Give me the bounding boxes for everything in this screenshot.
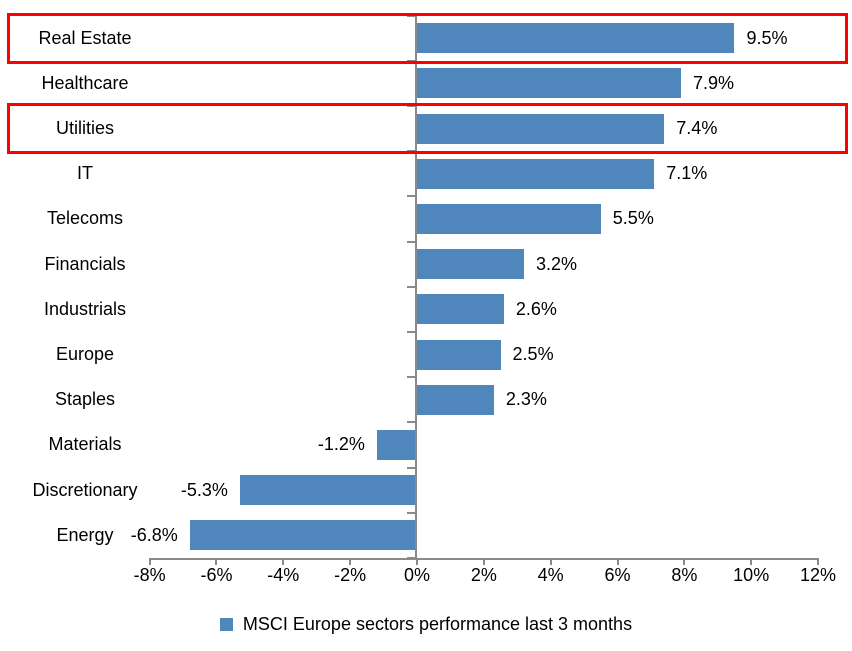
value-axis-tick-label-4-: 4%: [537, 565, 564, 585]
value-axis-tick-label-12-: 12%: [800, 565, 837, 585]
legend-series-label: MSCI Europe sectors performance last 3 m…: [242, 613, 633, 634]
value-axis-tick: [750, 557, 753, 565]
value-axis-tick-label-10-: 10%: [733, 565, 770, 585]
category-axis-line: [415, 15, 417, 558]
bar-healthcare: [417, 68, 682, 99]
category-label-energy: Energy: [56, 524, 114, 545]
category-label-real-estate: Real Estate: [38, 27, 132, 48]
category-axis-tick: [407, 511, 415, 514]
value-label-financials: 3.2%: [535, 253, 577, 274]
bar-staples: [417, 384, 494, 415]
value-axis-tick: [549, 557, 552, 565]
bar-industrials: [417, 294, 504, 325]
category-axis-tick: [407, 466, 415, 469]
value-axis-tick-label-8-: 8%: [671, 565, 698, 585]
category-axis-tick: [407, 330, 415, 333]
value-axis-tick: [148, 557, 151, 565]
bar-real-estate: [417, 23, 735, 54]
value-axis-tick-label-0-: 0%: [403, 565, 430, 585]
value-axis-tick: [349, 557, 352, 565]
category-label-it: IT: [77, 163, 93, 184]
value-axis-tick: [683, 557, 686, 565]
value-label-materials: -1.2%: [317, 434, 365, 455]
value-axis-tick: [416, 557, 418, 565]
category-label-discretionary: Discretionary: [32, 479, 138, 500]
category-axis-tick: [407, 14, 415, 17]
category-axis-tick: [407, 285, 415, 288]
value-label-it: 7.1%: [666, 163, 708, 184]
value-axis-tick-label--8-: -8%: [133, 565, 166, 585]
value-label-telecoms: 5.5%: [612, 208, 654, 229]
value-axis-tick: [215, 557, 218, 565]
bar-materials: [376, 429, 417, 460]
value-axis-tick-label--4-: -4%: [267, 565, 300, 585]
category-axis-tick: [407, 105, 415, 108]
bar-europe: [417, 339, 501, 370]
value-label-utilities: 7.4%: [676, 118, 718, 139]
bar-financials: [417, 249, 524, 280]
category-label-staples: Staples: [54, 389, 116, 410]
category-label-utilities: Utilities: [55, 118, 114, 139]
category-axis-tick: [407, 150, 415, 153]
value-label-discretionary: -5.3%: [180, 479, 228, 500]
category-axis-tick: [407, 421, 415, 424]
bar-it: [417, 158, 655, 189]
value-axis-tick-label-2-: 2%: [470, 565, 497, 585]
value-label-industrials: 2.6%: [515, 298, 557, 319]
chart-legend: MSCI Europe sectors performance last 3 m…: [0, 610, 852, 638]
value-axis-tick: [282, 557, 285, 565]
value-label-healthcare: 7.9%: [693, 72, 735, 93]
value-label-europe: 2.5%: [512, 344, 554, 365]
bar-telecoms: [417, 204, 601, 234]
value-axis-tick: [817, 557, 820, 565]
category-axis-tick: [407, 376, 415, 379]
legend-series-marker-icon: [219, 617, 233, 631]
category-axis-tick: [407, 195, 415, 198]
value-axis-tick: [482, 557, 485, 565]
value-axis-tick: [616, 557, 619, 565]
category-axis-tick: [407, 59, 415, 62]
category-label-healthcare: Healthcare: [41, 72, 129, 93]
value-label-staples: 2.3%: [505, 389, 547, 410]
value-axis-tick-label--2-: -2%: [334, 565, 367, 585]
category-label-financials: Financials: [44, 253, 126, 274]
category-label-europe: Europe: [55, 344, 115, 365]
category-label-industrials: Industrials: [43, 298, 127, 319]
bar-discretionary: [239, 475, 417, 506]
value-axis-tick-label--6-: -6%: [200, 565, 233, 585]
value-label-energy: -6.8%: [130, 524, 178, 545]
bar-utilities: [417, 113, 665, 144]
category-label-telecoms: Telecoms: [46, 208, 124, 229]
bar-energy: [189, 520, 417, 551]
category-label-materials: Materials: [48, 434, 122, 455]
category-axis-tick: [407, 556, 415, 559]
category-axis-tick: [407, 240, 415, 243]
value-label-real-estate: 9.5%: [746, 27, 788, 48]
value-axis-tick-label-6-: 6%: [604, 565, 631, 585]
